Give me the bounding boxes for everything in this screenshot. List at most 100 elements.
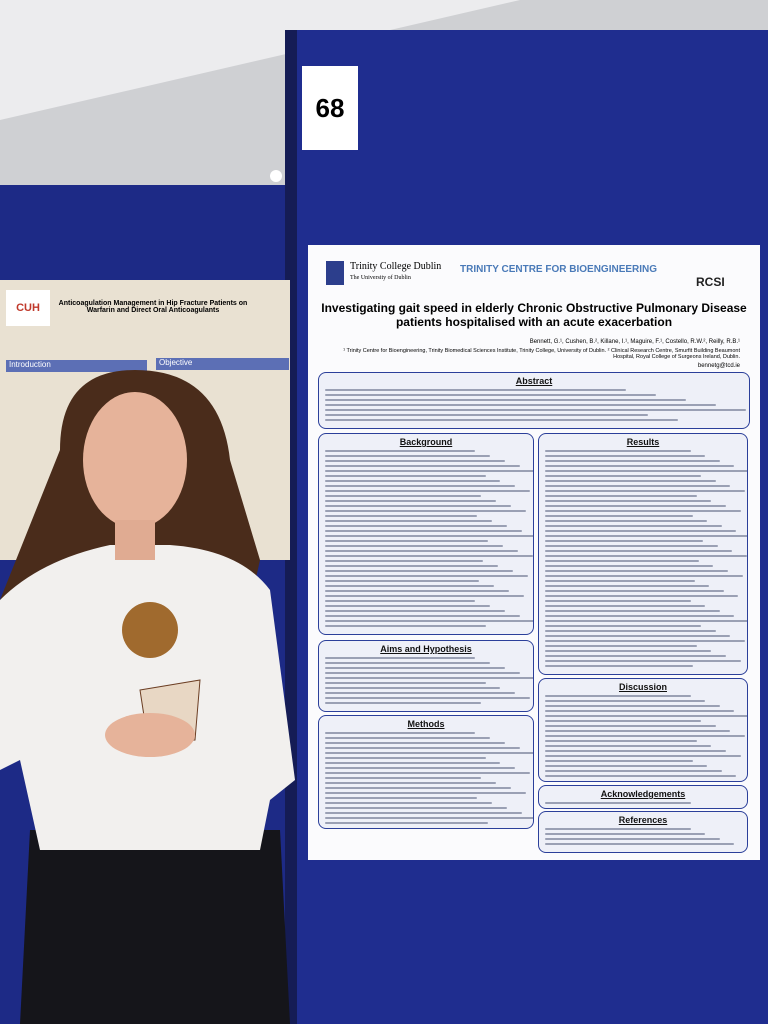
text-line [325,757,486,759]
text-line [325,555,533,557]
text-line [325,687,501,689]
text-line [325,787,512,789]
text-line [545,510,741,512]
text-line [545,555,747,557]
text-line [325,530,522,532]
text-line [325,692,516,694]
text-line [545,695,691,697]
text-line [545,720,701,722]
background-box: Background [318,433,534,635]
text-line [325,615,520,617]
text-line [325,752,533,754]
section-heading: Objective [156,358,289,370]
references-box: References [538,811,748,853]
text-line [325,672,520,674]
text-line [545,838,720,840]
text-line [545,645,697,647]
acknowledgements-box: Acknowledgements [538,785,748,809]
text-line [325,605,490,607]
text-line [545,580,695,582]
text-line [545,560,699,562]
text-line [545,550,733,552]
text-line [325,515,477,517]
text-line [545,660,741,662]
abstract-box: Abstract [318,372,750,429]
text-line [545,505,726,507]
hand [105,713,195,757]
text-line [545,540,704,542]
text-line [545,535,747,537]
text-line [325,394,657,396]
logo: CUH [6,290,50,326]
text-line [545,730,731,732]
text-line [325,460,505,462]
text-line [325,682,486,684]
text-line [325,600,475,602]
text-line [325,797,477,799]
neck [115,520,155,560]
poster: Trinity College Dublin The University of… [308,245,760,860]
text-line [325,545,503,547]
text-line [545,455,706,457]
text-line [325,767,516,769]
text-line [325,525,507,527]
centre: TRINITY CENTRE FOR BIOENGINEERING [460,264,658,275]
text-line [325,822,488,824]
text-line [325,777,482,779]
aims-box: Aims and Hypothesis [318,640,534,712]
text-line [325,505,512,507]
text-line [545,460,720,462]
text-line [545,770,722,772]
board-number: 68 [302,66,358,150]
text-line [545,700,706,702]
text-line [545,802,691,804]
text-line [325,817,533,819]
text-line [545,725,716,727]
text-line [545,710,735,712]
affiliations: ¹ Trinity Centre for Bioengineering, Tri… [343,348,740,360]
text-line [545,575,743,577]
text-line [545,595,739,597]
text-line [325,742,505,744]
text-line [545,570,729,572]
text-line [325,535,533,537]
text-line [325,792,527,794]
text-line [545,515,693,517]
face [83,392,187,528]
text-line [325,560,484,562]
text-line [545,485,731,487]
text-line [325,495,482,497]
text-line [325,590,510,592]
section-heading: Abstract [515,376,553,386]
text-line [325,570,514,572]
text-line [325,772,531,774]
text-line [545,843,735,845]
text-line [325,480,501,482]
text-line [325,485,516,487]
text-line [545,715,747,717]
text-line [325,667,505,669]
text-line [545,625,701,627]
light [270,170,282,182]
text-line [325,399,687,401]
text-line [325,677,533,679]
section-heading: Background [399,437,453,447]
text-line [545,490,745,492]
authors: Bennett, G.¹, Cushen, B.², Killane, I.¹,… [529,339,740,345]
text-line [545,655,726,657]
text-line [325,585,495,587]
text-line [545,610,720,612]
text-line [325,595,525,597]
text-line [325,620,533,622]
text-line [325,475,486,477]
text-line [545,545,718,547]
text-line [325,550,518,552]
text-line [545,745,712,747]
text-line [325,465,520,467]
text-line [545,600,691,602]
text-line [325,419,678,421]
text-line [325,702,482,704]
section-heading: References [618,815,668,825]
text-line [325,414,648,416]
